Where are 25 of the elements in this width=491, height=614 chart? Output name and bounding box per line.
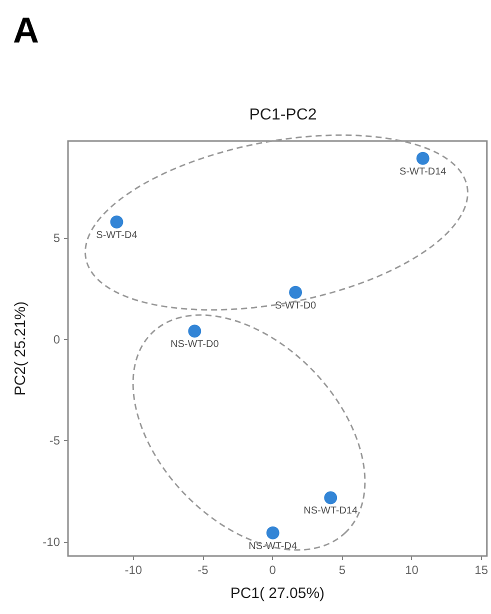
data-label: S-WT-D4 bbox=[96, 230, 138, 241]
y-tick-label: -5 bbox=[49, 434, 60, 448]
point bbox=[110, 215, 124, 228]
text: A bbox=[13, 10, 39, 50]
point bbox=[324, 491, 338, 504]
x-axis-title: PC1( 27.05%) bbox=[230, 585, 325, 602]
data-label: NS-WT-D14 bbox=[304, 506, 358, 517]
y-axis-title: PC2( 25.21%) bbox=[12, 301, 29, 396]
x-tick-label: 0 bbox=[269, 563, 276, 577]
point bbox=[289, 286, 302, 299]
x-tick-label: -10 bbox=[124, 563, 142, 577]
x-tick-label: 10 bbox=[405, 563, 419, 577]
data-label: S-WT-D0 bbox=[274, 300, 317, 312]
data-label: NS-WT-D0 bbox=[170, 339, 220, 350]
x-tick-label: 5 bbox=[338, 563, 346, 577]
y-tick-label: 5 bbox=[53, 231, 60, 246]
point bbox=[266, 526, 280, 540]
data-label: S-WT-D14 bbox=[400, 166, 447, 178]
point bbox=[188, 324, 202, 338]
point bbox=[416, 152, 430, 165]
x-tick-label: 15 bbox=[474, 563, 488, 577]
x-tick-label: -5 bbox=[198, 563, 209, 577]
y-tick-label: -10 bbox=[42, 534, 60, 549]
y-tick-label: 0 bbox=[53, 332, 60, 346]
chart-title: PC1-PC2 bbox=[249, 106, 317, 124]
